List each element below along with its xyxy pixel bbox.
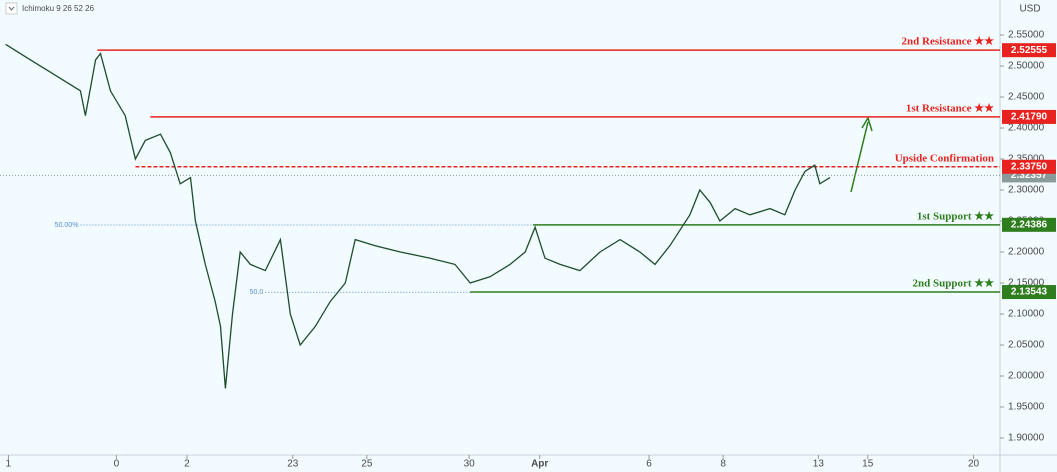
level-label: 2nd Resistance ★★ <box>902 36 995 48</box>
y-tick-label: 2.30000 <box>1008 185 1045 196</box>
x-tick-label: Apr <box>531 459 548 470</box>
collapse-button[interactable] <box>5 2 18 15</box>
x-tick-label: 20 <box>968 459 980 470</box>
level-price-label: 2.13543 <box>1011 287 1048 298</box>
level-price-label: 2.33750 <box>1011 161 1048 172</box>
y-tick-label: 2.50000 <box>1008 61 1045 72</box>
x-tick-label: 8 <box>720 459 726 470</box>
fib-label: 50.0 <box>250 289 264 296</box>
chevron <box>8 6 15 11</box>
level-price-label: 2.24386 <box>1011 219 1048 230</box>
y-tick-label: 2.40000 <box>1008 123 1045 134</box>
y-tick-label: 2.00000 <box>1008 371 1045 382</box>
x-tick-label: 30 <box>464 459 476 470</box>
level-price-label: 2.52555 <box>1011 45 1048 56</box>
price-line <box>5 43 831 389</box>
level-price-box <box>1002 159 1056 174</box>
fib-label: 50.00% <box>55 222 79 229</box>
y-tick-label: 2.45000 <box>1008 92 1045 103</box>
current-price-label: 2.32357 <box>1011 170 1048 181</box>
x-tick-label: 13 <box>813 459 825 470</box>
x-tick-label: 23 <box>287 459 299 470</box>
y-tick-label: 1.95000 <box>1008 402 1045 413</box>
y-tick-label: 2.20000 <box>1008 247 1045 258</box>
x-tick-label: 1 <box>6 459 12 470</box>
level-label: Upside Confirmation <box>895 152 994 164</box>
level-label: 1st Support ★★ <box>917 210 994 222</box>
level-label: 2nd Support ★★ <box>913 278 995 290</box>
level-price-box <box>1002 43 1056 58</box>
y-tick-label: 2.55000 <box>1008 30 1045 41</box>
y-tick-label: 2.05000 <box>1008 340 1045 351</box>
x-tick-label: 2 <box>184 459 190 470</box>
x-tick-label: 0 <box>114 459 120 470</box>
x-tick-label: 15 <box>862 459 874 470</box>
x-tick-label: 25 <box>361 459 373 470</box>
y-tick-label: 2.15000 <box>1008 278 1045 289</box>
level-price-label: 2.41790 <box>1011 112 1048 123</box>
indicator-label: Ichimoku 9 26 52 26 <box>22 4 95 13</box>
level-price-box <box>1002 217 1056 232</box>
y-tick-label: 2.35000 <box>1008 154 1045 165</box>
x-tick-label: 6 <box>646 459 652 470</box>
level-label: 1st Resistance ★★ <box>906 102 994 114</box>
y-tick-label: 2.10000 <box>1008 309 1045 320</box>
y-tick-label: 1.90000 <box>1008 433 1045 444</box>
level-price-box <box>1002 285 1056 300</box>
arrow <box>850 116 873 193</box>
level-price-box <box>1002 109 1056 124</box>
currency-label: USD <box>1019 4 1040 15</box>
